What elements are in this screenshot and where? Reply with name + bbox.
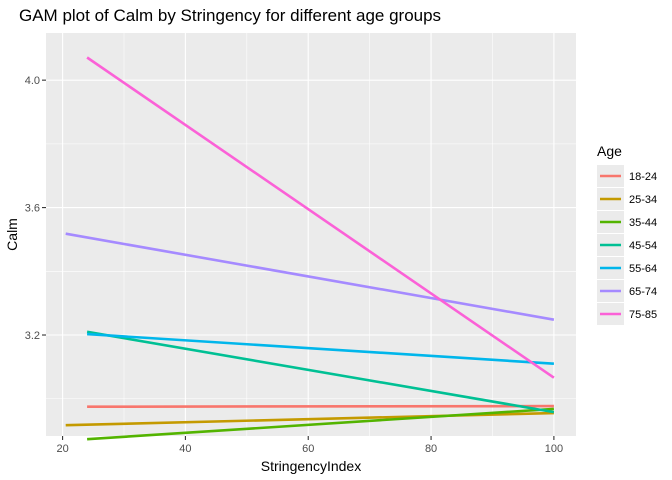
x-tick-label: 100 bbox=[545, 443, 563, 455]
legend-label: 35-44 bbox=[629, 217, 657, 229]
x-axis: 20 40 60 80 100 bbox=[56, 436, 563, 455]
y-tick-label: 3.2 bbox=[25, 330, 40, 342]
y-tick-label: 3.6 bbox=[25, 203, 40, 215]
legend-label: 45-54 bbox=[629, 240, 657, 252]
legend: Age 18-24 25-34 35-44 45-54 55-64 65-74 75-85 bbox=[597, 143, 657, 325]
series-line-75-85 bbox=[86, 56, 555, 379]
series-layer bbox=[65, 56, 555, 441]
series-line-65-74 bbox=[65, 232, 555, 321]
y-axis: 3.2 3.6 4.0 bbox=[25, 75, 46, 342]
x-tick-label: 40 bbox=[179, 443, 191, 455]
legend-title: Age bbox=[597, 143, 622, 159]
legend-label: 55-64 bbox=[629, 263, 657, 275]
legend-label: 18-24 bbox=[629, 171, 657, 183]
y-axis-title: Calm bbox=[4, 218, 20, 251]
plot-panel bbox=[46, 33, 576, 436]
x-axis-title: StringencyIndex bbox=[261, 458, 361, 474]
legend-label: 25-34 bbox=[629, 194, 657, 206]
chart-title: GAM plot of Calm by Stringency for diffe… bbox=[19, 6, 441, 25]
y-tick-label: 4.0 bbox=[25, 75, 40, 87]
series-line-55-64 bbox=[87, 332, 554, 365]
series-line-45-54 bbox=[86, 330, 555, 414]
legend-label: 75-85 bbox=[629, 309, 657, 321]
series-line-35-44 bbox=[87, 407, 554, 441]
x-tick-label: 80 bbox=[425, 443, 437, 455]
x-tick-label: 60 bbox=[302, 443, 314, 455]
x-tick-label: 20 bbox=[56, 443, 68, 455]
series-line-18-24 bbox=[87, 404, 554, 409]
grid-minor bbox=[46, 33, 576, 436]
legend-label: 65-74 bbox=[629, 286, 657, 298]
legend-items: 18-24 25-34 35-44 45-54 55-64 65-74 75-85 bbox=[597, 165, 657, 325]
